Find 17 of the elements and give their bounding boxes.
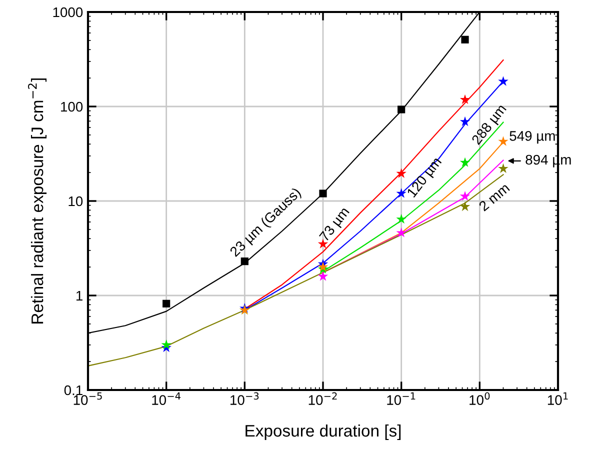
- y-tick-label: 1: [76, 290, 82, 301]
- x-tick-label: 10$^{−2}$: [308, 392, 337, 405]
- annotation: 120 µm: [406, 156, 444, 200]
- annotation: 73 µm: [318, 206, 352, 244]
- x-tick-label: 10$^{−3}$: [230, 392, 259, 405]
- annotation: 288 µm: [471, 104, 509, 147]
- annotation: 549 µm: [510, 131, 555, 144]
- x-tick-label: 10$^{0}$: [470, 392, 490, 405]
- y-tick-label: 100: [61, 102, 83, 112]
- y-axis-title: Retinal radiant exposure [J cm$^{−2}$]: [28, 78, 47, 324]
- x-tick-label: 10$^{1}$: [548, 392, 568, 405]
- x-axis-title: Exposure duration [s]: [246, 424, 401, 440]
- annotation: 2 mm: [478, 182, 510, 212]
- x-tick-label: 10$^{−4}$: [152, 392, 180, 405]
- y-tick-label: 10: [68, 196, 83, 206]
- x-tick-label: 10$^{−1}$: [387, 392, 416, 405]
- y-tick-label: 1000: [53, 7, 83, 18]
